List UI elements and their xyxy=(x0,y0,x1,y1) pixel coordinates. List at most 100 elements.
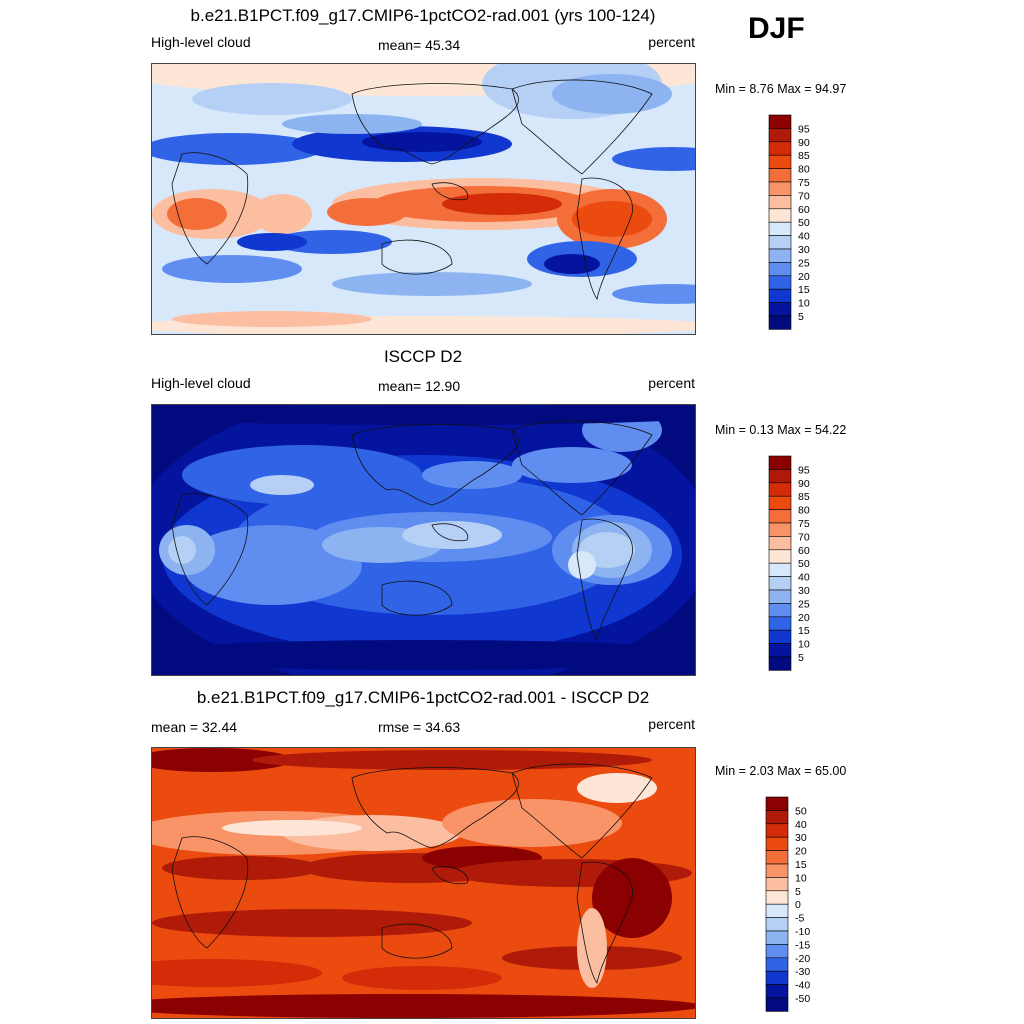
colorbar-swatch xyxy=(768,522,792,537)
colorbar-level-label: -5 xyxy=(795,913,804,925)
colorbar-level-label: -15 xyxy=(795,939,810,951)
coastline xyxy=(431,866,469,885)
colorbar-level-label: 5 xyxy=(798,311,804,323)
panel-3-colorbar: 50 40 30 20 15 10 5 0 -5 -10 -15 -20 -30 -40 -50 xyxy=(765,796,836,1012)
colorbar-level-label: 20 xyxy=(798,271,810,283)
field-contour xyxy=(182,525,362,605)
field-contour xyxy=(568,551,596,579)
field-contour xyxy=(152,909,472,937)
field-contour xyxy=(512,447,632,483)
panel-3-map xyxy=(151,747,696,1019)
panel-2-minmax: Min = 0.13 Max = 54.22 xyxy=(715,423,847,437)
colorbar-level-label: 15 xyxy=(798,625,810,637)
colorbar-swatch xyxy=(765,997,789,1012)
colorbar-swatch xyxy=(765,944,789,959)
colorbar-level-label: 5 xyxy=(795,886,801,898)
field-contour xyxy=(577,773,657,803)
field-contour xyxy=(252,194,312,234)
panel-2-colorbar: 95 90 85 80 75 70 60 50 40 30 25 20 15 10 5 xyxy=(768,455,839,671)
field-contour xyxy=(552,74,672,114)
colorbar-swatch xyxy=(768,576,792,591)
panel-1-colorbar: 95 90 85 80 75 70 60 50 40 30 25 20 15 10 5 xyxy=(768,114,839,330)
colorbar-swatch xyxy=(765,917,789,932)
coastline xyxy=(511,420,653,516)
colorbar-swatch xyxy=(765,890,789,905)
colorbar-swatch xyxy=(765,903,789,918)
colorbar-level-label: 75 xyxy=(798,518,810,530)
panel-2-mean: mean= 12.90 xyxy=(378,378,461,394)
colorbar-swatch xyxy=(768,603,792,618)
field-contour xyxy=(172,311,372,327)
colorbar-swatch xyxy=(768,262,792,277)
colorbar-swatch xyxy=(765,810,789,825)
field-contour xyxy=(252,750,652,770)
colorbar-swatch xyxy=(768,141,792,156)
colorbar-swatch xyxy=(768,509,792,524)
field-contour xyxy=(272,230,392,254)
colorbar-level-label: 60 xyxy=(798,204,810,216)
colorbar-swatch xyxy=(768,643,792,658)
colorbar-swatch xyxy=(768,128,792,143)
colorbar-level-label: 90 xyxy=(798,478,810,490)
field-contour xyxy=(152,748,292,772)
colorbar-level-label: 70 xyxy=(798,190,810,202)
field-contour xyxy=(442,799,622,847)
colorbar-swatch xyxy=(768,195,792,210)
colorbar-swatch xyxy=(768,114,792,129)
colorbar-level-label: 40 xyxy=(798,231,810,243)
panel-3-title: b.e21.B1PCT.f09_g17.CMIP6-1pctCO2-rad.00… xyxy=(196,688,650,707)
colorbar-level-label: 80 xyxy=(798,505,810,517)
colorbar-swatch xyxy=(768,221,792,236)
coastline xyxy=(576,861,633,985)
panel-1-mean: mean= 45.34 xyxy=(378,37,461,53)
colorbar-swatch xyxy=(768,469,792,484)
field-contour xyxy=(152,133,322,165)
colorbar-level-label: 95 xyxy=(798,464,810,476)
colorbar-swatch xyxy=(768,656,792,671)
colorbar-level-label: 95 xyxy=(798,123,810,135)
colorbar-swatch xyxy=(765,823,789,838)
colorbar-level-label: 30 xyxy=(795,832,807,844)
colorbar-level-label: 10 xyxy=(798,298,810,310)
field-contour xyxy=(152,405,695,425)
coastline xyxy=(381,580,453,616)
coastline xyxy=(511,763,653,859)
panel-2-field xyxy=(152,405,695,675)
panel-2-units: percent xyxy=(648,375,695,391)
colorbar-level-label: 80 xyxy=(798,164,810,176)
field-contour xyxy=(250,475,314,495)
colorbar-swatch xyxy=(768,181,792,196)
coastline xyxy=(511,79,653,175)
colorbar-swatch xyxy=(768,616,792,631)
field-contour xyxy=(237,233,307,251)
coastline xyxy=(351,83,519,165)
colorbar-level-label: 15 xyxy=(798,284,810,296)
colorbar-level-label: 50 xyxy=(798,217,810,229)
colorbar-level-label: 20 xyxy=(798,612,810,624)
colorbar-swatch xyxy=(768,208,792,223)
colorbar-swatch xyxy=(768,248,792,263)
panel-1-units: percent xyxy=(648,34,695,50)
field-contour xyxy=(544,254,600,274)
panel-1-minmax: Min = 8.76 Max = 94.97 xyxy=(715,82,847,96)
colorbar-swatch xyxy=(765,796,789,811)
colorbar-swatch xyxy=(768,549,792,564)
colorbar-swatch xyxy=(768,536,792,551)
colorbar-swatch xyxy=(765,863,789,878)
coastline xyxy=(381,923,453,959)
colorbar-swatch xyxy=(768,302,792,317)
colorbar-level-label: 10 xyxy=(795,872,807,884)
colorbar-level-label: -10 xyxy=(795,926,810,938)
coastline xyxy=(576,177,633,301)
colorbar-swatch xyxy=(765,836,789,851)
colorbar-swatch xyxy=(768,168,792,183)
colorbar-level-label: 15 xyxy=(795,859,807,871)
field-contour xyxy=(152,994,695,1018)
colorbar-level-label: -40 xyxy=(795,980,810,992)
colorbar-level-label: 30 xyxy=(798,585,810,597)
field-contour xyxy=(442,193,562,215)
coastline xyxy=(351,767,519,849)
panel-1-variable-label: High-level cloud xyxy=(151,34,251,50)
colorbar-level-label: 25 xyxy=(798,257,810,269)
field-contour xyxy=(402,521,502,549)
